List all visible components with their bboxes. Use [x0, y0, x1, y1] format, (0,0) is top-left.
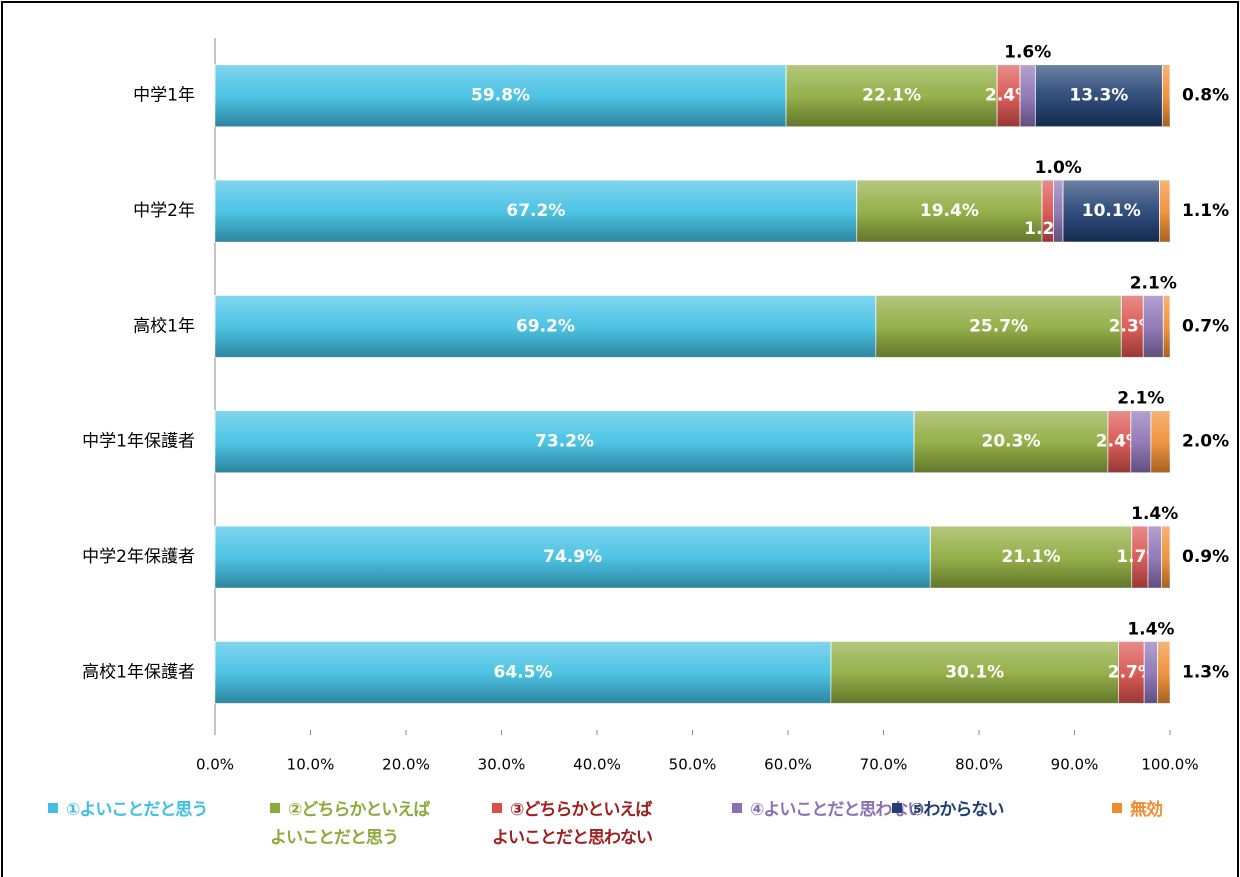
legend-entry: ③どちらかといえば よいことだと思わない [492, 796, 653, 852]
bar-shade [930, 526, 1132, 588]
bar-shade [914, 410, 1108, 473]
data-label: 1.6% [1004, 43, 1051, 63]
bar-shade [1162, 64, 1170, 127]
data-label: 69.2% [516, 316, 575, 336]
data-label: 0.7% [1182, 316, 1229, 336]
data-label: 25.7% [969, 316, 1028, 336]
bar-shade [1144, 641, 1158, 704]
legend-label: ①よいことだと思う [66, 800, 208, 820]
x-tick-label: 30.0% [478, 756, 526, 774]
data-label: 2.0% [1182, 432, 1229, 452]
bar-shade [1163, 295, 1170, 358]
legend-swatch [892, 803, 902, 813]
bar-shade [1131, 526, 1149, 588]
data-label: 2.1% [1117, 389, 1164, 409]
data-label: 73.2% [535, 432, 594, 452]
data-label: 10.1% [1082, 201, 1141, 221]
data-label: 13.3% [1069, 86, 1128, 106]
x-tick-label: 70.0% [860, 756, 908, 774]
bar-shade [1118, 641, 1145, 704]
bar-shade [215, 180, 857, 242]
data-label: 1.4% [1127, 619, 1174, 639]
data-label: 64.5% [493, 662, 552, 682]
bar-shade [1035, 64, 1163, 127]
bar-shade [215, 410, 915, 473]
bar-shade [1150, 410, 1170, 473]
bar-shade [1042, 180, 1054, 242]
y-tick-label: 中学2年 [133, 201, 195, 221]
data-label: 1.4% [1131, 504, 1178, 524]
y-tick-label: 高校1年 [133, 316, 195, 336]
legend-label: ⑤わからない [910, 800, 1004, 820]
legend-entry: ①よいことだと思う [48, 796, 208, 824]
bar-shade [1130, 410, 1151, 473]
legend-swatch [48, 803, 58, 813]
data-label: 19.4% [920, 201, 979, 221]
legend-label: ③どちらかといえば よいことだと思わない [492, 800, 653, 848]
data-label: 0.9% [1182, 547, 1229, 567]
bar-shade [830, 641, 1119, 704]
data-label: 2.7% [1108, 662, 1155, 682]
data-label: 1.0% [1035, 158, 1082, 178]
x-tick-label: 50.0% [669, 756, 717, 774]
bar-shade [1161, 526, 1170, 588]
bar-shade [856, 180, 1043, 242]
data-label: 0.8% [1182, 86, 1229, 106]
bar-shade [1143, 295, 1164, 358]
data-label: 59.8% [471, 86, 530, 106]
x-tick-label: 10.0% [287, 756, 335, 774]
x-tick-label: 80.0% [955, 756, 1003, 774]
legend-entry: 無効 [1112, 796, 1163, 824]
data-label: 22.1% [862, 86, 921, 106]
x-tick-label: 60.0% [764, 756, 812, 774]
legend-label: 無効 [1130, 800, 1163, 820]
data-label: 20.3% [982, 432, 1041, 452]
legend-swatch [732, 803, 742, 813]
bar-shade [1020, 64, 1036, 127]
bar-shade [215, 64, 787, 127]
legend-swatch [1112, 803, 1122, 813]
bar-shade [215, 641, 831, 704]
data-label: 2.1% [1130, 273, 1177, 293]
bar-shade [1121, 295, 1144, 358]
x-tick-label: 0.0% [196, 756, 234, 774]
legend-entry: ⑤わからない [892, 796, 1004, 824]
data-label: 1.1% [1182, 201, 1229, 221]
x-tick-label: 20.0% [382, 756, 430, 774]
bar-shade [786, 64, 998, 127]
x-tick-label: 90.0% [1051, 756, 1099, 774]
data-label: 30.1% [945, 662, 1004, 682]
x-tick-label: 40.0% [573, 756, 621, 774]
legend-entry: ②どちらかといえば よいことだと思う [270, 796, 430, 852]
bar-shade [1063, 180, 1160, 242]
bar-shade [1053, 180, 1064, 242]
data-label: 21.1% [1002, 547, 1061, 567]
bar-shade [1159, 180, 1170, 242]
legend-swatch [270, 803, 280, 813]
y-tick-label: 中学1年 [133, 86, 195, 106]
legend-swatch [492, 803, 502, 813]
data-label: 74.9% [543, 547, 602, 567]
legend-label: ②どちらかといえば よいことだと思う [270, 800, 430, 848]
bar-shade [1148, 526, 1162, 588]
data-label: 1.3% [1182, 662, 1229, 682]
bar-shade [1157, 641, 1170, 704]
x-tick-label: 100.0% [1141, 756, 1198, 774]
bar-shade [215, 526, 931, 588]
bar-shade [215, 295, 876, 358]
legend-entry: ④よいことだと思わない [732, 796, 924, 824]
y-tick-label: 中学1年保護者 [82, 432, 195, 452]
y-tick-label: 中学2年保護者 [82, 547, 195, 567]
data-label: 67.2% [506, 201, 565, 221]
bar-shade [1107, 410, 1131, 473]
bar-shade [875, 295, 1122, 358]
bar-shade [997, 64, 1021, 127]
legend-label: ④よいことだと思わない [750, 800, 924, 820]
y-tick-label: 高校1年保護者 [82, 662, 195, 682]
